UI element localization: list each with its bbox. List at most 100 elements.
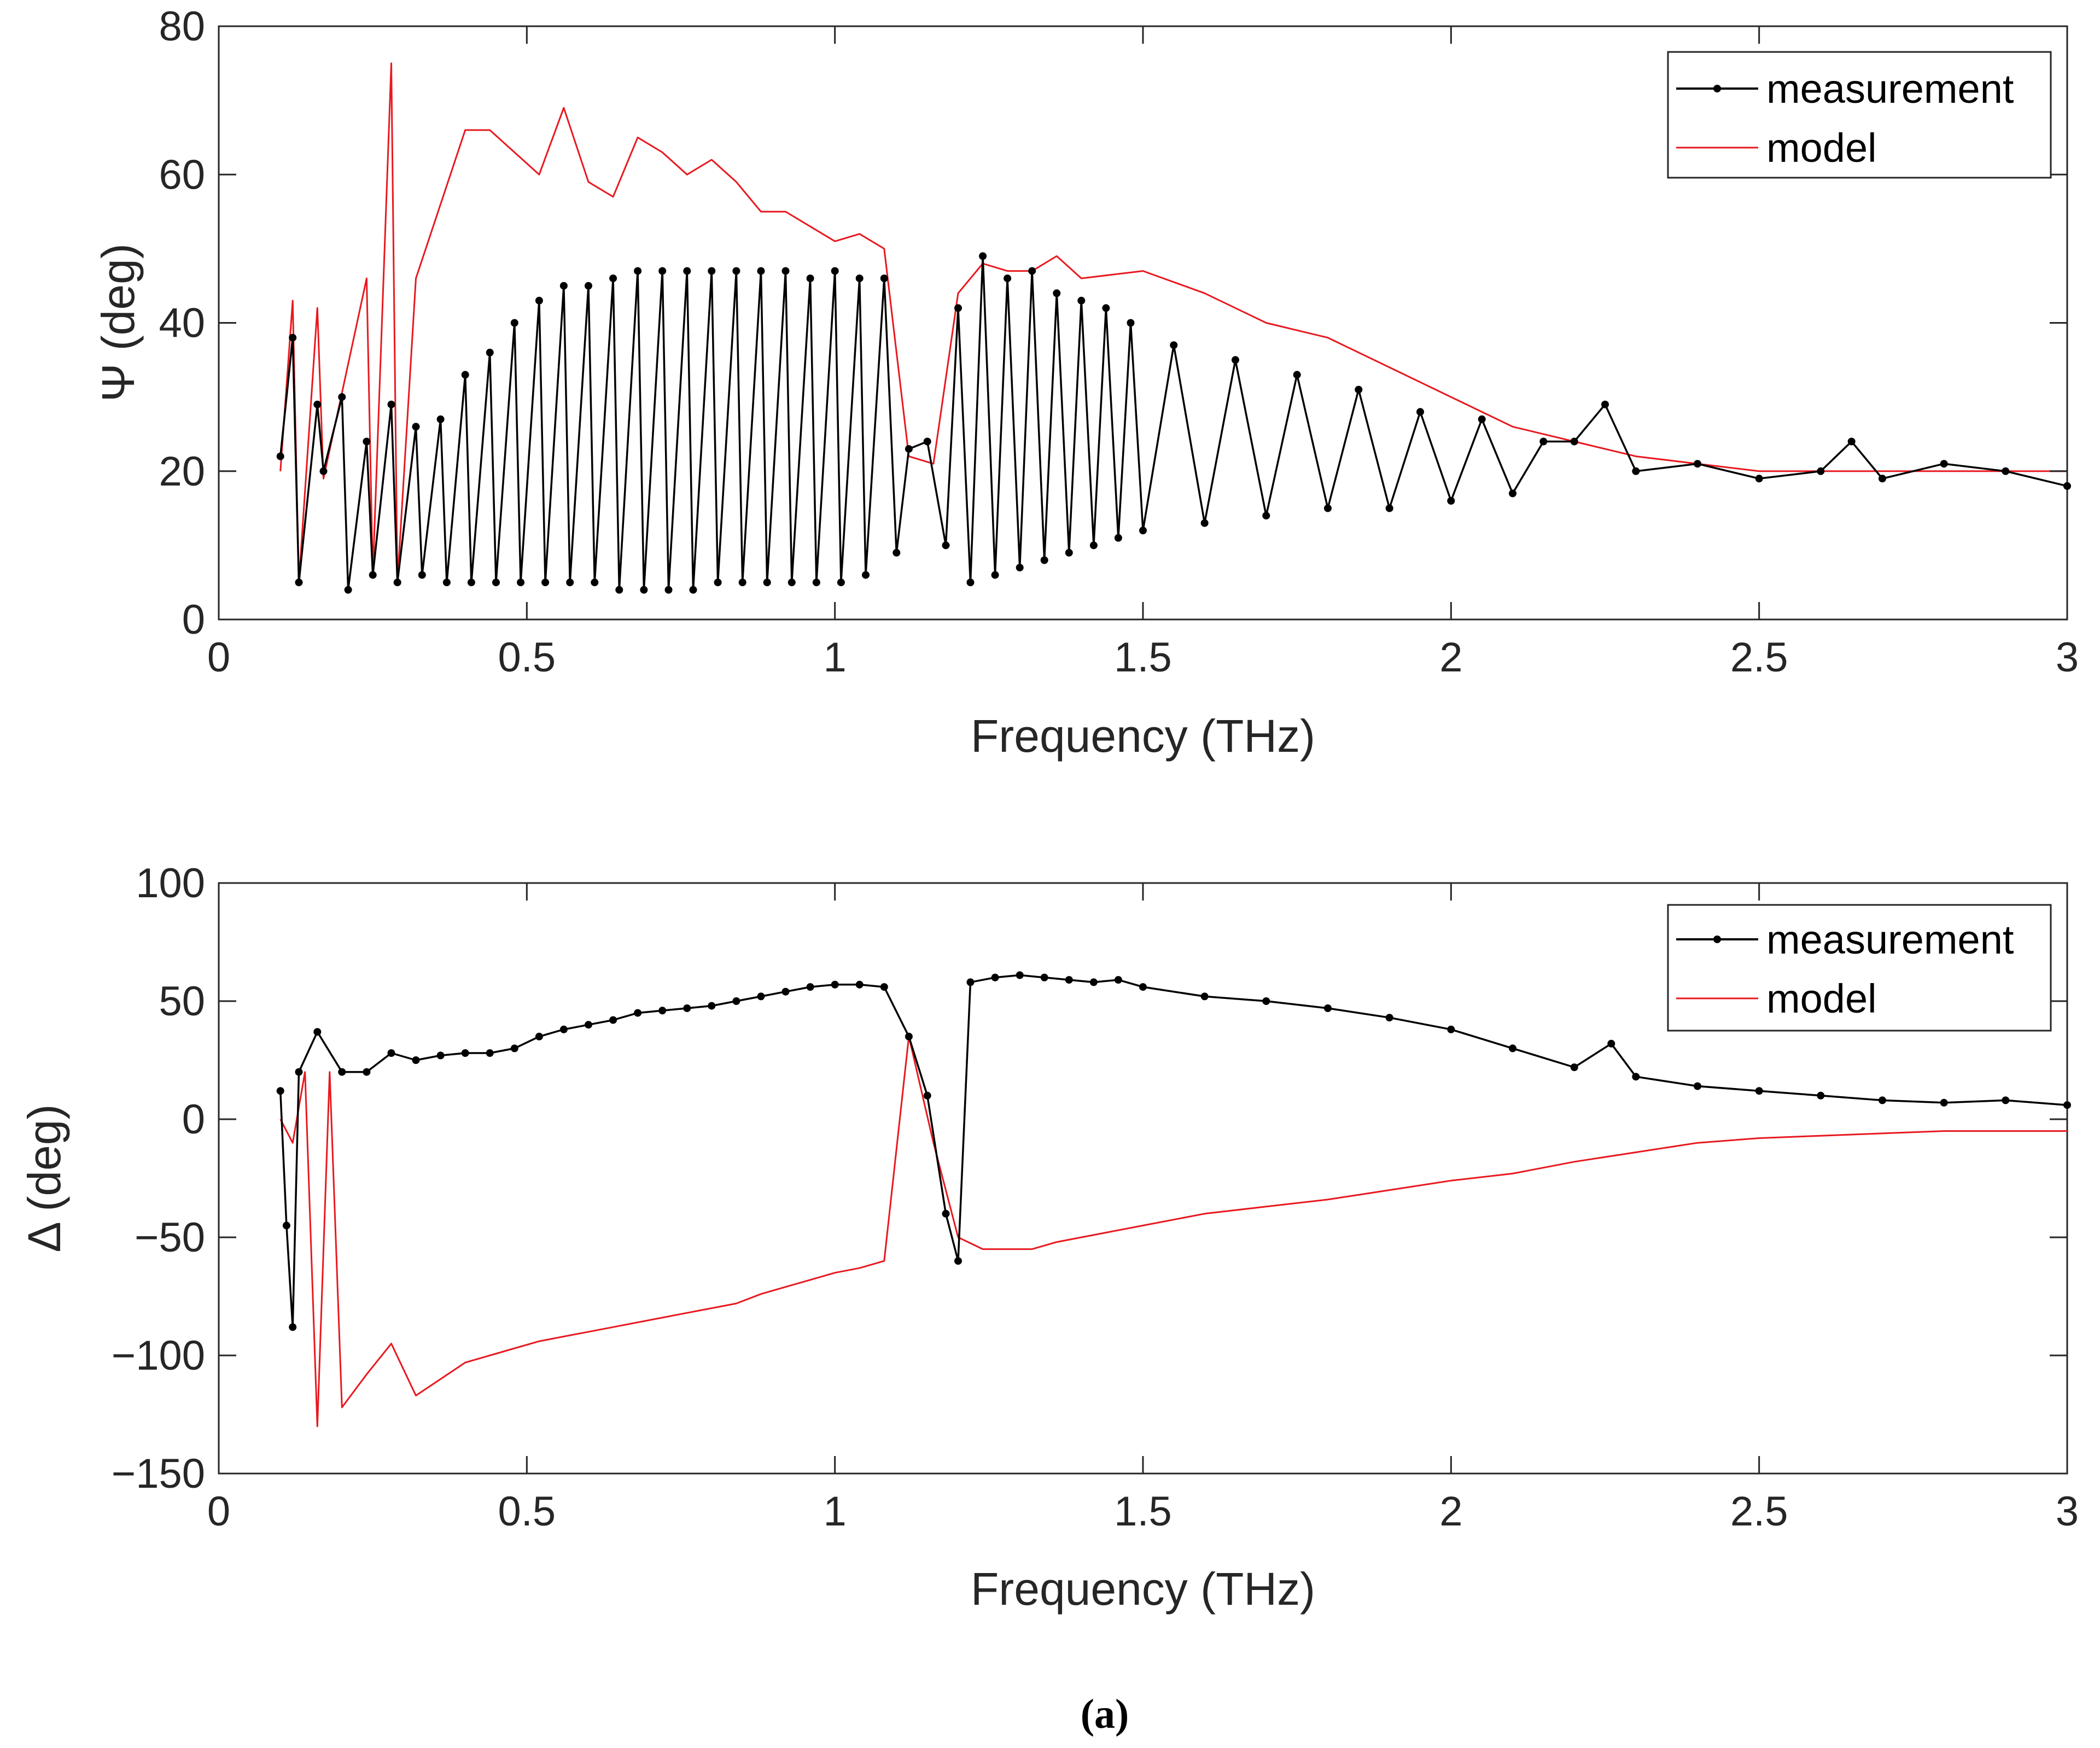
delta-measurement-point	[387, 1049, 395, 1057]
psi-measurement-point	[1509, 489, 1516, 498]
delta-measurement-point	[806, 983, 814, 991]
psi-measurement-point	[289, 334, 297, 342]
delta-measurement-point	[486, 1049, 494, 1057]
psi-legend-measurement-marker	[1713, 85, 1721, 92]
delta-measurement-point	[436, 1051, 445, 1060]
psi-measurement-point	[541, 578, 550, 587]
psi-measurement-point	[1293, 371, 1301, 379]
psi-measurement-point	[1065, 548, 1073, 557]
psi-measurement-point	[831, 267, 839, 275]
delta-measurement-point	[1114, 976, 1122, 984]
delta-xtick-label: 0	[207, 1488, 230, 1535]
psi-measurement-point	[658, 267, 667, 275]
psi-measurement-point	[966, 578, 975, 587]
psi-measurement-point	[1355, 385, 1363, 394]
psi-ytick-label: 40	[159, 300, 205, 347]
delta-measurement-point	[1632, 1073, 1640, 1081]
psi-measurement-point	[1416, 408, 1424, 416]
delta-legend-measurement-marker	[1713, 936, 1721, 943]
psi-measurement-point	[461, 371, 469, 379]
psi-measurement-point	[363, 437, 371, 446]
delta-measurement-point	[781, 987, 790, 996]
delta-curves	[276, 971, 2071, 1428]
psi-measurement-point	[338, 393, 346, 401]
delta-xtick-label: 3	[2056, 1488, 2079, 1535]
delta-xtick-label: 0.5	[498, 1488, 556, 1535]
psi-measurement-point	[1089, 541, 1098, 549]
psi-measurement-point	[979, 252, 987, 260]
delta-ytick-label: 0	[182, 1096, 205, 1143]
psi-measurement-point	[923, 437, 931, 446]
psi-ylabel: Ψ (deg)	[92, 243, 144, 402]
psi-measurement-point	[1632, 467, 1640, 475]
delta-measurement-point	[954, 1257, 962, 1265]
psi-measurement-point	[732, 267, 740, 275]
psi-measurement-point	[1324, 504, 1332, 512]
psi-measurement-point	[2063, 482, 2071, 490]
delta-measurement-point	[831, 980, 839, 989]
psi-measurement-point	[1755, 475, 1763, 483]
psi-measurement-point	[1139, 527, 1147, 535]
psi-series-model	[279, 62, 2067, 583]
psi-measurement-point	[276, 452, 284, 460]
delta-measurement-point	[289, 1323, 297, 1331]
psi-measurement-point	[517, 578, 525, 587]
delta-measurement-point	[1940, 1098, 1948, 1107]
psi-measurement-point	[591, 578, 599, 587]
psi-measurement-point	[1940, 460, 1948, 468]
psi-measurement-point	[1694, 460, 1701, 468]
psi-measurement-point	[1170, 341, 1178, 349]
psi-measurement-point	[442, 578, 451, 587]
delta-measurement-point	[757, 992, 765, 1001]
delta-measurement-point	[510, 1044, 518, 1053]
delta-measurement-point	[1089, 978, 1098, 986]
psi-measurement-point	[535, 296, 543, 305]
delta-ticks: 0 0.5 1 1.5 2 2.5 3 −150 −100 −50 0 50 100	[112, 860, 2079, 1535]
psi-measurement-point	[1200, 519, 1209, 527]
delta-measurement-point	[1262, 997, 1270, 1005]
delta-measurement-point	[966, 978, 975, 986]
psi-measurement-point	[1847, 437, 1856, 446]
psi-measurement-point	[1040, 556, 1048, 564]
psi-xtick-label: 1.5	[1114, 634, 1172, 681]
psi-measurement-point	[788, 578, 796, 587]
delta-measurement-point	[1817, 1091, 1825, 1100]
psi-measurement-point	[387, 400, 395, 408]
psi-xlabel: Frequency (THz)	[971, 710, 1315, 762]
psi-measurement-point	[1539, 437, 1548, 446]
delta-ytick-label: 100	[136, 860, 205, 907]
psi-measurement-point	[991, 571, 999, 579]
psi-measurement-point	[664, 586, 673, 594]
delta-measurement-point	[535, 1032, 543, 1040]
psi-measurement-point	[1028, 267, 1036, 275]
psi-measurement-point	[806, 274, 814, 283]
psi-measurement-point	[615, 586, 623, 594]
delta-measurement-point	[276, 1087, 284, 1095]
delta-measurement-point	[942, 1209, 950, 1218]
delta-measurement-point	[585, 1021, 592, 1029]
delta-legend: measurement model	[1667, 904, 2052, 1032]
delta-series-measurement	[279, 974, 2068, 1328]
psi-measurement-point	[436, 415, 445, 423]
psi-measurement-point	[862, 571, 870, 579]
delta-ytick-label: 50	[159, 978, 205, 1025]
psi-measurement-point	[1447, 497, 1455, 505]
delta-measurement-point	[708, 1002, 716, 1010]
psi-measurement-point	[566, 578, 574, 587]
delta-xtick-label: 1.5	[1114, 1488, 1172, 1535]
psi-xtick-label: 3	[2056, 634, 2079, 681]
psi-ticks: 0 0.5 1 1.5 2 2.5 3 0 20 40 60 80	[159, 3, 2079, 681]
delta-measurement-point	[295, 1068, 303, 1076]
delta-panel: 0 0.5 1 1.5 2 2.5 3 −150 −100 −50 0 50 100 Frequency…	[19, 860, 2079, 1615]
delta-measurement-point	[683, 1004, 691, 1012]
psi-measurement-point	[634, 267, 642, 275]
delta-measurement-point	[880, 983, 888, 991]
psi-xtick-label: 2.5	[1730, 634, 1788, 681]
delta-measurement-point	[1607, 1039, 1615, 1048]
delta-legend-box	[1667, 904, 2052, 1032]
psi-measurement-point	[855, 274, 864, 283]
psi-measurement-point	[585, 282, 592, 290]
psi-ytick-label: 80	[159, 3, 205, 50]
psi-measurement-point	[2002, 467, 2010, 475]
psi-measurement-point	[1053, 289, 1061, 297]
